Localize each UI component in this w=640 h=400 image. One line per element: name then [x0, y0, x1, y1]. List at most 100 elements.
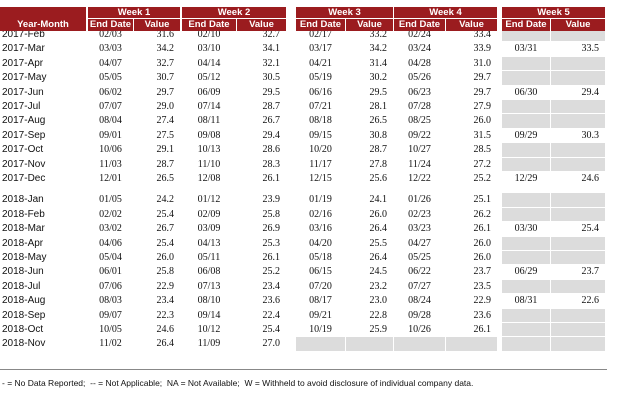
row-label: 2017-Feb — [2, 31, 45, 40]
footnote: - = No Data Reported; -- = Not Applicabl… — [2, 378, 474, 388]
value: 28.1 — [346, 100, 393, 114]
end-date: 04/13 — [182, 236, 236, 250]
row-label: 2017-Nov — [2, 158, 46, 170]
value: 23.7 — [551, 265, 605, 279]
row-label: 2018-Jul — [2, 280, 41, 292]
empty-cell — [502, 157, 550, 171]
value: 33.9 — [446, 42, 497, 56]
week-header: Week 5 — [502, 7, 605, 18]
end-date: 10/12 — [182, 323, 236, 337]
end-date: 08/25 — [394, 114, 445, 128]
end-date: 05/11 — [182, 251, 236, 265]
empty-cell — [551, 71, 605, 85]
subheader: End Date — [394, 19, 445, 31]
row-label: 2017-Jul — [2, 101, 41, 112]
week-header: Week 2 — [182, 7, 286, 18]
subheader: Value — [551, 19, 605, 31]
value: 25.4 — [134, 236, 180, 250]
value: 25.8 — [237, 207, 286, 222]
end-date: 07/27 — [394, 279, 445, 294]
end-date: 11/24 — [394, 157, 445, 171]
end-date: 02/23 — [394, 207, 445, 222]
empty-cell — [502, 56, 550, 71]
end-date: 07/21 — [296, 100, 345, 114]
end-date: 02/03 — [88, 31, 133, 42]
value: 26.0 — [446, 114, 497, 128]
end-date: 09/21 — [296, 308, 345, 322]
subheader: End Date — [296, 19, 345, 31]
value: 26.1 — [237, 172, 286, 186]
row-label: 2018-Oct — [2, 324, 44, 335]
end-date: 06/22 — [394, 265, 445, 279]
value: 26.7 — [237, 114, 286, 128]
end-date: 04/06 — [88, 236, 133, 250]
empty-cell — [551, 337, 605, 351]
end-date: 12/01 — [88, 172, 133, 186]
value: 26.9 — [237, 222, 286, 236]
value: 31.5 — [446, 128, 497, 143]
subheader: Value — [446, 19, 497, 31]
end-date: 04/07 — [88, 56, 133, 71]
value: 25.4 — [134, 207, 180, 222]
value: 30.5 — [237, 71, 286, 85]
value: 29.7 — [446, 71, 497, 85]
row-label-header: Year-Month — [0, 7, 86, 31]
value: 27.4 — [134, 114, 180, 128]
value: 29.5 — [237, 85, 286, 99]
week-header: Week 1 — [88, 7, 180, 18]
empty-cell — [551, 31, 605, 42]
subheader: Value — [237, 19, 286, 31]
value: 27.2 — [446, 157, 497, 171]
value: 25.2 — [446, 172, 497, 186]
value: 33.4 — [446, 31, 497, 42]
week-header: Week 4 — [394, 7, 497, 18]
end-date: 09/15 — [296, 128, 345, 143]
value: 25.4 — [237, 323, 286, 337]
row-label: 2017-May — [2, 72, 47, 84]
value: 33.5 — [551, 42, 605, 56]
end-date: 10/13 — [182, 143, 236, 157]
row-label: 2018-Apr — [2, 237, 44, 249]
value: 29.4 — [237, 128, 286, 143]
empty-cell — [502, 337, 550, 351]
end-date: 07/06 — [88, 279, 133, 294]
row-label: 2018-Sep — [2, 309, 46, 321]
end-date: 02/24 — [394, 31, 445, 42]
value: 25.6 — [346, 172, 393, 186]
value: 27.5 — [134, 128, 180, 143]
end-date: 11/09 — [182, 337, 236, 351]
value: 24.5 — [346, 265, 393, 279]
end-date: 06/29 — [502, 265, 550, 279]
end-date: 08/17 — [296, 294, 345, 308]
value: 31.6 — [134, 31, 180, 42]
week-header: Week 3 — [296, 7, 393, 18]
empty-cell — [502, 31, 550, 42]
value: 22.3 — [134, 308, 180, 322]
empty-cell — [551, 114, 605, 128]
value: 23.2 — [346, 279, 393, 294]
value: 26.7 — [134, 222, 180, 236]
value: 28.6 — [237, 143, 286, 157]
end-date: 05/05 — [88, 71, 133, 85]
row-label: 2017-Sep — [2, 129, 46, 141]
value: 28.5 — [446, 143, 497, 157]
value: 29.4 — [551, 85, 605, 99]
value: 24.1 — [346, 193, 393, 207]
value: 29.0 — [134, 100, 180, 114]
value: 27.8 — [346, 157, 393, 171]
row-label: 2018-Aug — [2, 295, 46, 307]
value: 31.4 — [346, 56, 393, 71]
row-label: 2017-Oct — [2, 144, 44, 156]
empty-cell — [551, 323, 605, 337]
end-date: 03/03 — [88, 42, 133, 56]
end-date: 02/09 — [182, 207, 236, 222]
value: 25.2 — [237, 265, 286, 279]
end-date: 05/04 — [88, 251, 133, 265]
value: 28.7 — [237, 100, 286, 114]
end-date: 02/10 — [182, 31, 236, 42]
end-date: 05/12 — [182, 71, 236, 85]
end-date: 10/26 — [394, 323, 445, 337]
empty-cell — [551, 308, 605, 322]
end-date: 04/27 — [394, 236, 445, 250]
empty-cell — [446, 337, 497, 351]
